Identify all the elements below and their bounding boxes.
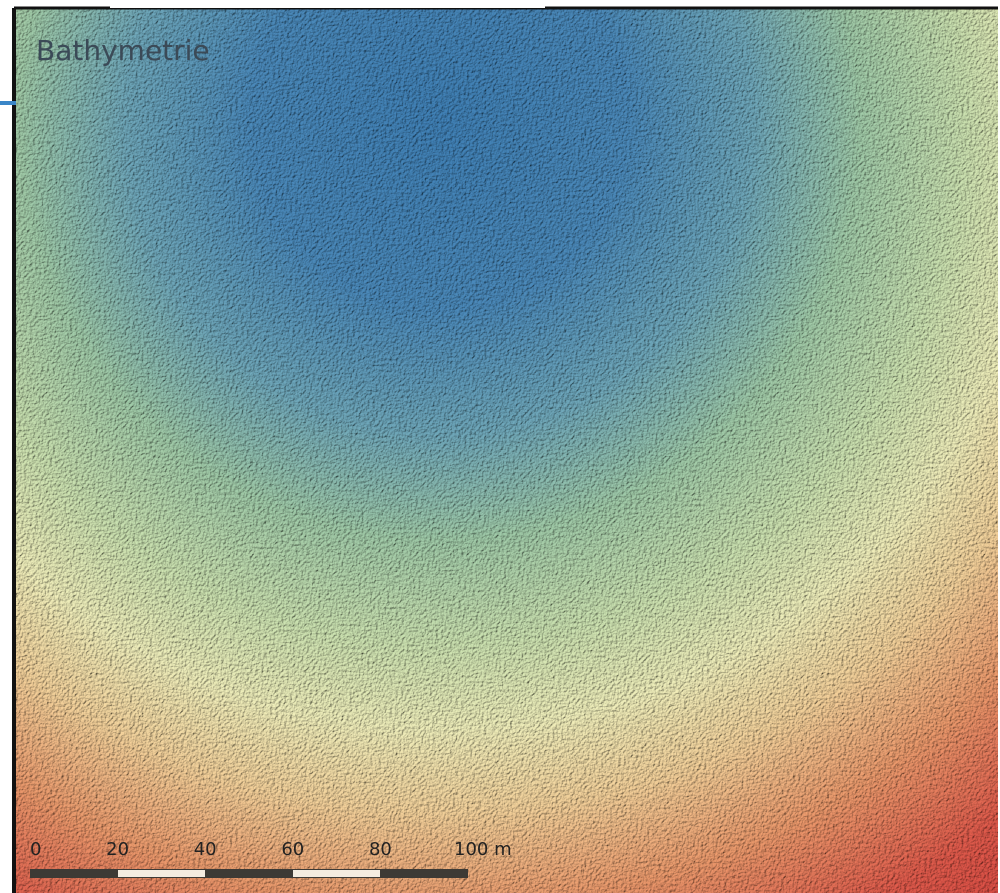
scale-segment [118, 870, 205, 877]
map-title: Bathymetrie [36, 34, 210, 67]
bathymetry-raster [14, 8, 998, 893]
scale-segment [30, 869, 468, 878]
scale-label: 60 [281, 839, 304, 860]
scale-segment [293, 870, 380, 877]
map: Bathymetrie 0 20 40 60 80 100 m [0, 0, 1000, 893]
scale-label: 100 m [454, 839, 512, 860]
scale-label: 40 [194, 839, 217, 860]
scale-label: 80 [369, 839, 392, 860]
scale-label: 0 [30, 839, 41, 860]
scale-label: 20 [106, 839, 129, 860]
